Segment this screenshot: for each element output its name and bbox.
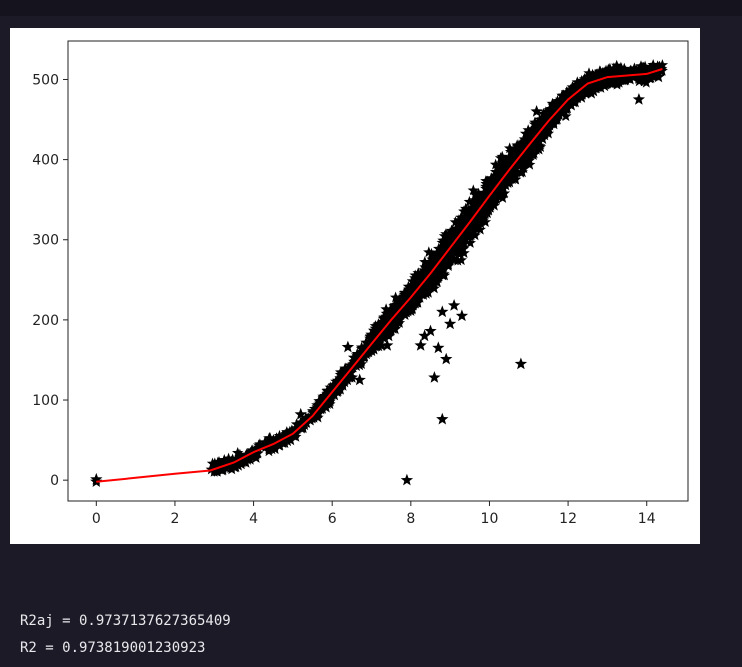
output-text: R2aj = 0.9737137627365409 R2 = 0.9738190… <box>20 608 231 662</box>
y-tick-label: 400 <box>32 153 59 169</box>
data-point-cloud <box>205 59 669 477</box>
data-point <box>436 412 449 425</box>
y-tick-label: 300 <box>32 233 59 249</box>
data-point <box>436 305 449 318</box>
x-tick-label: 14 <box>638 511 656 527</box>
data-point <box>381 339 394 351</box>
top-bar <box>0 0 742 16</box>
chart-figure: 0 2 4 6 8 10 12 14 0 100 200 300 400 500 <box>10 28 700 544</box>
data-point <box>652 70 665 83</box>
data-point <box>530 105 543 117</box>
x-tick-label: 2 <box>170 511 179 527</box>
data-point <box>414 339 427 351</box>
fit-line <box>96 68 663 483</box>
data-point <box>440 352 453 365</box>
y-tick-label: 100 <box>32 393 59 409</box>
x-ticks: 0 2 4 6 8 10 12 14 <box>92 501 656 527</box>
y-tick-label: 200 <box>32 313 59 329</box>
data-point <box>428 371 441 383</box>
plot-frame <box>67 40 689 502</box>
data-point <box>341 340 355 353</box>
y-tick-label: 500 <box>32 72 59 88</box>
y-tick-label: 0 <box>50 473 59 489</box>
r2-adjusted-line: R2aj = 0.9737137627365409 <box>20 613 231 629</box>
data-point <box>514 357 528 370</box>
data-point <box>424 324 437 337</box>
data-point <box>432 341 445 354</box>
scatter-chart: 0 2 4 6 8 10 12 14 0 100 200 300 400 500 <box>32 40 689 527</box>
r2-line: R2 = 0.973819001230923 <box>20 640 206 656</box>
data-point <box>418 329 431 342</box>
point-cloud <box>205 59 669 477</box>
data-point <box>632 93 645 105</box>
x-tick-label: 12 <box>559 511 577 527</box>
data-point <box>353 373 366 386</box>
data-point <box>294 407 307 420</box>
x-tick-label: 0 <box>92 511 101 527</box>
x-tick-label: 8 <box>406 511 415 527</box>
x-tick-label: 6 <box>328 511 337 527</box>
data-point <box>455 309 469 322</box>
x-tick-label: 10 <box>481 511 499 527</box>
data-point <box>400 473 414 486</box>
data-point <box>444 317 457 330</box>
data-point <box>447 299 461 311</box>
data-point <box>263 432 276 444</box>
data-points <box>90 70 665 487</box>
data-point <box>345 371 358 383</box>
x-tick-label: 4 <box>249 511 258 527</box>
y-ticks: 0 100 200 300 400 500 <box>32 72 68 489</box>
